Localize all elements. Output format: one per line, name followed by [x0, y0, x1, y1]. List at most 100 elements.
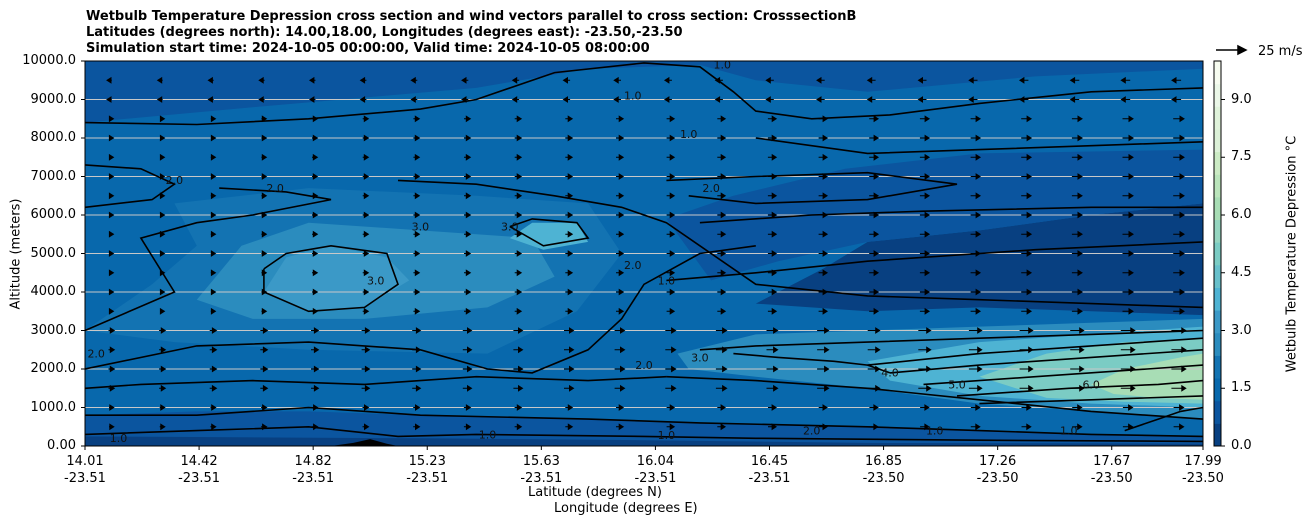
wind-arrow [1071, 134, 1083, 142]
wind-arrow [968, 327, 983, 334]
wind-arrow [970, 269, 982, 277]
wind-arrow [869, 288, 880, 296]
wind-arrow [159, 211, 166, 219]
wind-arrow [565, 269, 574, 277]
contour-line [85, 187, 332, 332]
wind-arrow [362, 250, 370, 257]
wind-arrow [514, 423, 523, 431]
wind-arrow [616, 250, 625, 257]
wind-arrow [361, 365, 371, 373]
wind-arrow [919, 250, 931, 257]
wind-arrow [514, 404, 523, 411]
colorbar-segment [1214, 196, 1221, 221]
wind-arrow [362, 192, 370, 200]
wind-arrow [869, 404, 879, 411]
wind-arrow [767, 192, 778, 200]
wind-arrow [666, 211, 676, 219]
colorbar-segment [1214, 83, 1221, 107]
wind-arrow [767, 288, 778, 296]
wind-arrow [970, 153, 982, 161]
contour-line [85, 406, 1203, 438]
contour-line [666, 375, 1203, 420]
wind-arrow [818, 230, 829, 238]
contour-label: 5.0 [948, 378, 966, 391]
wind-arrow [715, 327, 728, 334]
colorbar-segment [1214, 219, 1221, 243]
wind-arrow [1122, 423, 1134, 431]
wind-arrow [1021, 288, 1033, 296]
wind-arrow [613, 96, 621, 103]
wind-arrow [210, 173, 217, 180]
wind-arrow [260, 365, 269, 373]
wind-arrow [968, 365, 983, 373]
wind-arrow [514, 288, 523, 296]
wind-arrow [666, 115, 676, 123]
wind-arrow [210, 134, 217, 142]
wind-arrow [362, 115, 370, 123]
wind-arrow [767, 153, 778, 161]
wind-arrow [514, 250, 523, 257]
x-tick-longitude: -23.50 [862, 471, 905, 486]
wind-arrow [665, 346, 677, 354]
wind-arrow [1171, 327, 1187, 334]
wind-arrow [462, 346, 473, 354]
x-tick-label: 14.01 -23.51 [50, 453, 120, 487]
wind-arrow [1173, 288, 1185, 296]
wind-arrow [717, 173, 727, 180]
wind-arrow [817, 384, 830, 392]
wind-arrow [1171, 346, 1187, 354]
wind-arrow [1122, 211, 1134, 219]
wind-arrow [108, 153, 115, 161]
wind-arrow [463, 423, 472, 431]
wind-arrow [359, 96, 367, 103]
y-tick-label: 7000.0 [30, 168, 77, 184]
wind-arrow [564, 327, 575, 334]
wind-arrow [1173, 192, 1185, 200]
wind-arrow [210, 423, 217, 431]
colorbar-tick-label: 6.0 [1231, 207, 1252, 222]
wind-arrow [159, 134, 166, 142]
wind-arrow [919, 230, 931, 238]
wind-arrow [616, 115, 625, 123]
wind-arrow [1122, 230, 1134, 238]
contour-label: 2.0 [624, 259, 642, 272]
wind-arrow [970, 307, 982, 315]
wind-arrow [261, 173, 268, 180]
y-tick-label: 8000.0 [30, 130, 77, 145]
wind-arrow [511, 76, 520, 84]
wind-arrow [666, 307, 676, 315]
wind-arrow [562, 96, 571, 103]
wind-arrow [665, 384, 677, 392]
wind-arrow [159, 230, 166, 238]
wind-arrow [108, 211, 115, 219]
colorbar-segment [1214, 151, 1221, 175]
wind-arrow [1122, 134, 1134, 142]
wind-arrow [464, 288, 472, 296]
wind-arrow [1019, 327, 1034, 334]
colorbar-segment [1214, 378, 1221, 402]
wind-arrow [362, 153, 370, 161]
x-tick-latitude: 16.45 [750, 454, 789, 469]
wind-arrow [869, 134, 880, 142]
wind-arrow [362, 288, 370, 296]
wind-arrow [918, 365, 932, 373]
contour-line [85, 164, 177, 209]
wind-arrow [565, 423, 574, 431]
wind-arrow [817, 346, 830, 354]
x-tick-latitude: 17.67 [1093, 454, 1131, 469]
wind-arrow [514, 153, 523, 161]
wind-arrow [869, 250, 880, 257]
wind-arrow [210, 211, 217, 219]
wind-arrow [968, 76, 978, 84]
wind-arrow [1122, 250, 1134, 257]
wind-arrow [514, 269, 523, 277]
wind-arrow [312, 250, 319, 257]
x-tick-longitude: -23.51 [178, 471, 221, 486]
wind-arrow [1021, 307, 1033, 315]
wind-arrow [311, 384, 320, 392]
wind-arrow [564, 346, 575, 354]
wind-arrow [565, 115, 574, 123]
wind-arrow [361, 384, 371, 392]
wind-arrow [714, 96, 723, 103]
colorbar [1213, 60, 1225, 447]
